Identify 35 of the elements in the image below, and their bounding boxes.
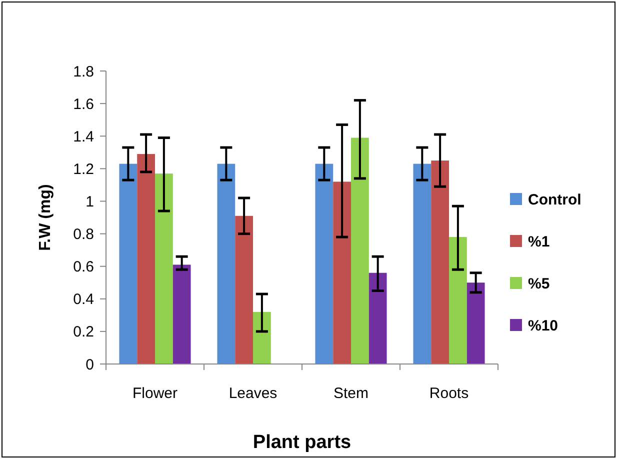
bar xyxy=(333,182,351,364)
legend-label: %5 xyxy=(528,275,550,292)
bar xyxy=(172,264,191,364)
bar xyxy=(155,174,173,364)
legend-label: Control xyxy=(528,191,582,208)
bar xyxy=(413,164,432,364)
x-tick-label: Roots xyxy=(429,385,469,402)
x-axis-title: Plant parts xyxy=(252,432,352,453)
bar xyxy=(351,138,369,364)
y-tick-label: 0 xyxy=(86,356,94,374)
y-tick-label: 1 xyxy=(86,193,94,210)
y-tick-label: 1.6 xyxy=(73,96,94,113)
y-axis-title: F.W (mg) xyxy=(37,184,54,251)
bar xyxy=(449,237,467,364)
x-tick-label: Leaves xyxy=(228,385,278,402)
bar xyxy=(137,154,155,364)
bar xyxy=(315,164,334,364)
legend-label: %1 xyxy=(528,233,550,250)
legend-label: %10 xyxy=(528,317,558,334)
bar xyxy=(235,216,253,364)
y-tick-label: 0.4 xyxy=(73,291,94,308)
y-tick-label: 1.2 xyxy=(73,160,94,178)
y-tick-label: 0.6 xyxy=(73,258,94,276)
x-tick-label: Stem xyxy=(333,385,369,402)
y-tick-label: 1.8 xyxy=(73,63,94,80)
bar xyxy=(368,272,387,364)
x-tick-label: Flower xyxy=(132,385,178,402)
bar xyxy=(217,164,236,364)
bar xyxy=(253,312,271,364)
bar xyxy=(466,282,485,364)
y-tick-label: 0.2 xyxy=(73,324,94,341)
y-tick-label: 1.4 xyxy=(73,128,94,146)
bar xyxy=(431,160,449,364)
y-tick-label: 0.8 xyxy=(73,226,94,244)
bar xyxy=(119,164,138,364)
